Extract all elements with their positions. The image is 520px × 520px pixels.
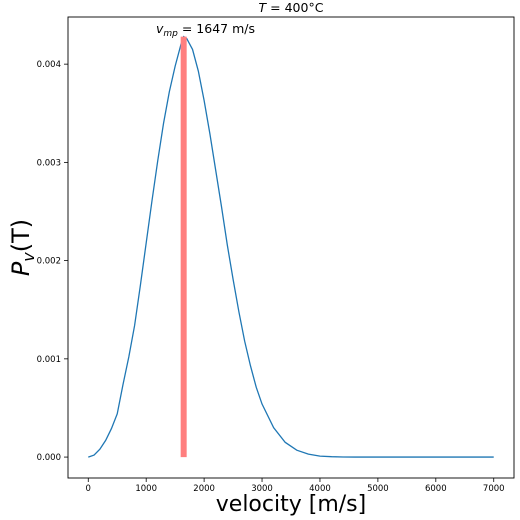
x-tick-label: 4000 [309, 484, 331, 494]
plot-frame [67, 16, 515, 479]
y-axis-label: Pv(T) [7, 219, 38, 276]
chart-title: T = 400°C [259, 0, 324, 15]
series-line [88, 35, 494, 458]
y-tick-label: 0.000 [37, 453, 61, 463]
y-tick-label: 0.004 [37, 60, 61, 70]
y-tick-label: 0.003 [37, 158, 61, 168]
x-tick-label: 7000 [483, 484, 505, 494]
x-tick-label: 6000 [425, 484, 447, 494]
x-axis-label: velocity [m/s] [216, 492, 366, 517]
x-tick-label: 1000 [135, 484, 157, 494]
x-tick-label: 2000 [193, 484, 215, 494]
y-tick-label: 0.002 [37, 257, 61, 267]
x-tick-label: 0 [86, 484, 91, 494]
y-tick-label: 0.001 [37, 355, 61, 365]
x-tick-label: 5000 [367, 484, 389, 494]
x-tick-label: 3000 [251, 484, 273, 494]
vmp-annotation: vmp = 1647 m/s [156, 21, 255, 39]
